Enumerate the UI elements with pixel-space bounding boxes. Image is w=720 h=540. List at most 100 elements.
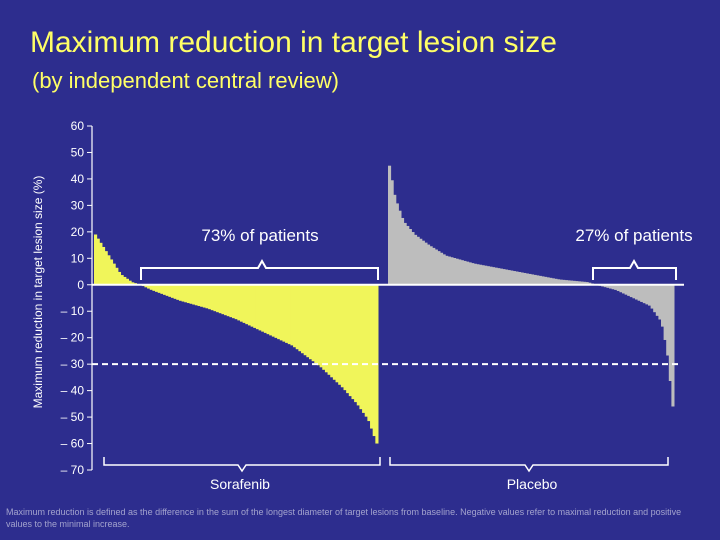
bar [144,284,148,288]
bar [518,272,522,285]
y-tick-label: – 20 [61,331,85,345]
bar [666,284,670,356]
bar [554,278,558,285]
bar [128,280,132,285]
bar [362,284,366,413]
bar [322,284,326,370]
bar [117,271,122,285]
bar [538,275,542,285]
bar [583,281,587,285]
bar [282,284,286,342]
bar [224,284,228,316]
bar [359,284,363,410]
bar [523,272,527,285]
bar [424,242,428,285]
y-tick-label: 60 [71,119,85,133]
bar [104,251,108,285]
bar [406,225,410,285]
bars-layer [94,165,675,444]
bar [640,284,644,302]
bar [635,284,639,300]
bar [515,271,519,285]
bar [531,274,535,285]
group-bracket [103,457,381,473]
bar [494,267,498,285]
bar [213,284,217,312]
bar [324,284,329,373]
bar [298,284,302,352]
bar [466,261,470,285]
bar [546,277,550,285]
bar [250,284,254,327]
bar [567,280,571,285]
bar [170,284,175,298]
bar [541,276,545,285]
bar [338,284,342,385]
bar [247,284,252,326]
bar [627,284,631,296]
bar [393,194,397,285]
bar [507,270,511,285]
bar [253,284,257,328]
annotation-label: 27% of patients [575,226,692,245]
bar [455,258,459,285]
bar [319,284,323,368]
y-tick-label: 0 [77,278,84,292]
bar [285,284,289,343]
bar [370,284,374,429]
bar [429,246,433,285]
bar [263,284,268,333]
bar [308,284,313,360]
bar [255,284,260,330]
annotation-label: 73% of patients [201,226,318,245]
y-tick-label: – 30 [61,357,85,371]
bar [314,284,318,364]
bar [458,259,462,285]
bar [473,263,477,285]
bar [216,284,220,313]
bar [303,284,307,356]
bar [661,284,665,327]
bar [173,284,177,299]
bar [152,284,156,291]
bar [245,284,249,325]
bar [189,284,193,304]
bar [395,203,399,285]
bar [295,284,299,350]
bar [603,284,607,288]
bar [668,284,672,381]
bar [340,284,344,388]
bar [577,281,581,285]
bar [416,236,420,285]
bar [671,284,675,407]
bar [611,284,615,290]
bar [107,255,111,285]
bar [261,284,265,332]
bar [445,255,449,285]
group-bracket [389,457,669,473]
bar [316,284,321,366]
bar [658,284,662,320]
bar [226,284,230,317]
bar [237,284,241,321]
bar [123,276,127,285]
bar [609,284,613,289]
bar [468,262,472,285]
bar [619,284,623,293]
bar [274,284,278,338]
bar [650,284,654,309]
bar [505,269,509,285]
bar [354,284,358,403]
bar [403,222,407,285]
bar [197,284,201,307]
bar [125,278,129,285]
y-tick-label: – 60 [61,437,85,451]
bar [94,234,98,285]
bar [606,284,610,288]
bar [301,284,305,354]
bar [489,266,493,285]
bar [221,284,225,315]
bar [432,247,436,285]
bar [208,284,212,310]
group-label: Sorafenib [210,476,270,492]
